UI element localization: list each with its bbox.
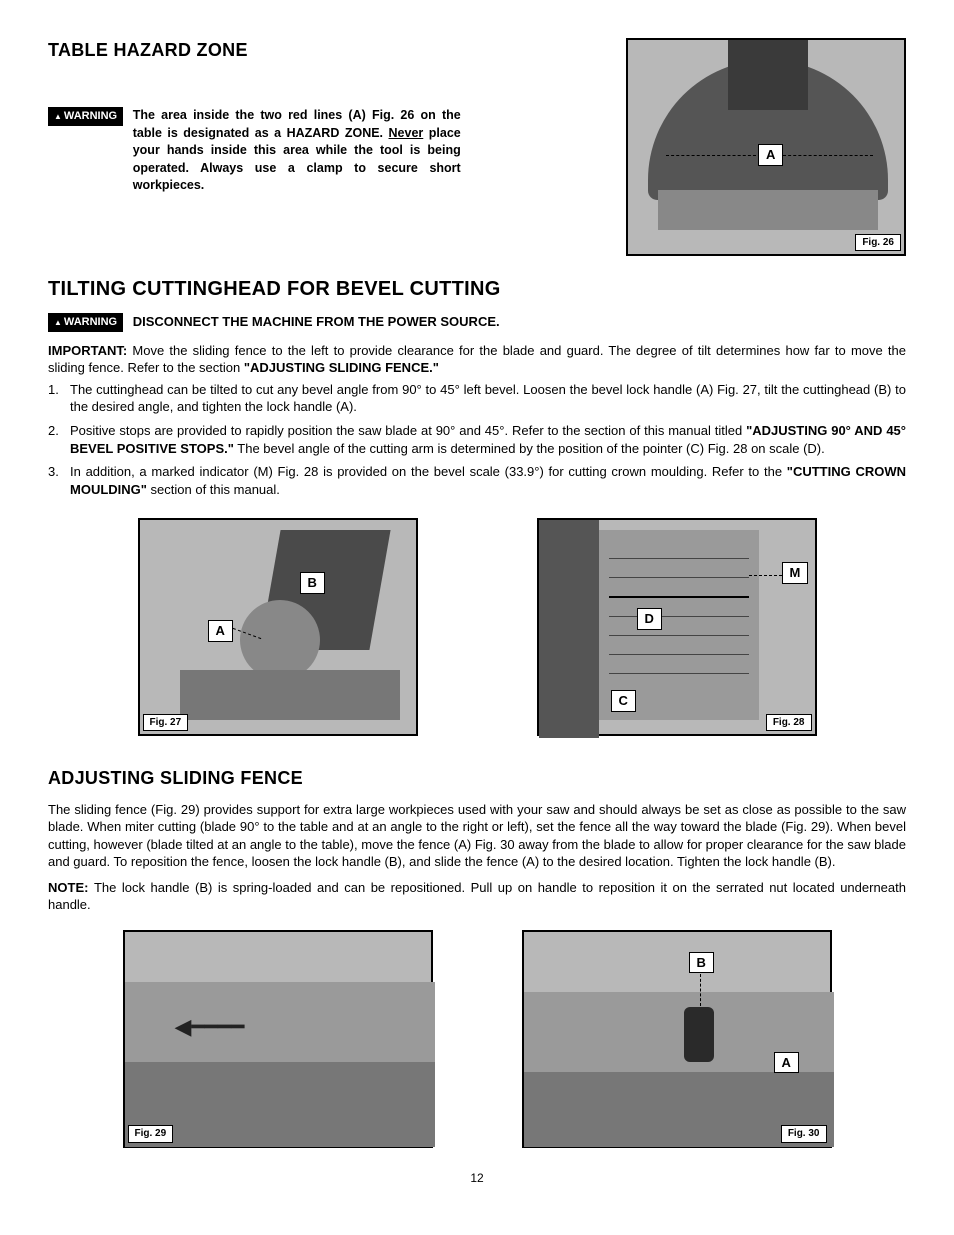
fence-para: The sliding fence (Fig. 29) provides sup… xyxy=(48,801,906,871)
list-num: 3. xyxy=(48,463,70,498)
hazard-text-never: Never xyxy=(389,126,424,140)
figure-30: B A Fig. 30 xyxy=(522,930,832,1148)
fig28-label: Fig. 28 xyxy=(766,714,812,732)
fig26-callout-a: A xyxy=(758,144,783,166)
list-num: 1. xyxy=(48,381,70,416)
li2-a: Positive stops are provided to rapidly p… xyxy=(70,423,746,438)
list-item: 2. Positive stops are provided to rapidl… xyxy=(48,422,906,457)
warning-badge: WARNING xyxy=(48,107,123,126)
li3-a: In addition, a marked indicator (M) Fig.… xyxy=(70,464,787,479)
list-text: In addition, a marked indicator (M) Fig.… xyxy=(70,463,906,498)
figs-29-30-row: ◀━━━━ Fig. 29 B A Fig. 30 xyxy=(48,922,906,1148)
list-num: 2. xyxy=(48,422,70,457)
note-label: NOTE: xyxy=(48,880,94,895)
hazard-left-col: TABLE HAZARD ZONE WARNING The area insid… xyxy=(48,38,468,195)
warning-badge-2: WARNING xyxy=(48,313,123,332)
fence-title: ADJUSTING SLIDING FENCE xyxy=(48,766,906,790)
fig30-callout-b: B xyxy=(689,952,714,974)
bevel-important: IMPORTANT: Move the sliding fence to the… xyxy=(48,342,906,377)
important-label: IMPORTANT: xyxy=(48,343,132,358)
figure-26: A Fig. 26 xyxy=(626,38,906,256)
figure-27: A B Fig. 27 xyxy=(138,518,418,736)
hazard-warning-text: The area inside the two red lines (A) Fi… xyxy=(133,107,461,195)
bevel-list: 1. The cuttinghead can be tilted to cut … xyxy=(48,381,906,498)
important-ref: "ADJUSTING SLIDING FENCE." xyxy=(244,360,439,375)
fig28-callout-d: D xyxy=(637,608,662,630)
bevel-warning-row: WARNING DISCONNECT THE MACHINE FROM THE … xyxy=(48,313,906,332)
fig30-callout-a: A xyxy=(774,1052,799,1074)
li2-b: The bevel angle of the cutting arm is de… xyxy=(234,441,825,456)
fig27-callout-a: A xyxy=(208,620,233,642)
sliding-fence-section: ADJUSTING SLIDING FENCE The sliding fenc… xyxy=(48,766,906,1148)
fig29-label: Fig. 29 xyxy=(128,1125,174,1143)
page-number: 12 xyxy=(48,1170,906,1186)
hazard-warning-row: WARNING The area inside the two red line… xyxy=(48,107,468,195)
fig27-callout-b: B xyxy=(300,572,325,594)
figure-28: M D C Fig. 28 xyxy=(537,518,817,736)
figure-29: ◀━━━━ Fig. 29 xyxy=(123,930,433,1148)
list-text: Positive stops are provided to rapidly p… xyxy=(70,422,906,457)
bevel-title: TILTING CUTTINGHEAD FOR BEVEL CUTTING xyxy=(48,276,906,303)
fig28-callout-m: M xyxy=(782,562,809,584)
fig30-label: Fig. 30 xyxy=(781,1125,827,1143)
hazard-title: TABLE HAZARD ZONE xyxy=(48,38,468,62)
fig26-label: Fig. 26 xyxy=(855,234,901,252)
note-text: The lock handle (B) is spring-loaded and… xyxy=(48,880,906,913)
li3-b: section of this manual. xyxy=(147,482,280,497)
bevel-warning-heading: DISCONNECT THE MACHINE FROM THE POWER SO… xyxy=(133,314,500,329)
list-item: 1. The cuttinghead can be tilted to cut … xyxy=(48,381,906,416)
bevel-cutting-section: TILTING CUTTINGHEAD FOR BEVEL CUTTING WA… xyxy=(48,276,906,750)
fig28-callout-c: C xyxy=(611,690,636,712)
list-text: The cuttinghead can be tilted to cut any… xyxy=(70,381,906,416)
fig27-label: Fig. 27 xyxy=(143,714,189,732)
hazard-zone-section: TABLE HAZARD ZONE WARNING The area insid… xyxy=(48,38,906,256)
important-text: Move the sliding fence to the left to pr… xyxy=(48,343,906,376)
list-item: 3. In addition, a marked indicator (M) F… xyxy=(48,463,906,498)
figs-27-28-row: A B Fig. 27 M D C Fig. 28 xyxy=(48,504,906,750)
fence-note: NOTE: The lock handle (B) is spring-load… xyxy=(48,879,906,914)
